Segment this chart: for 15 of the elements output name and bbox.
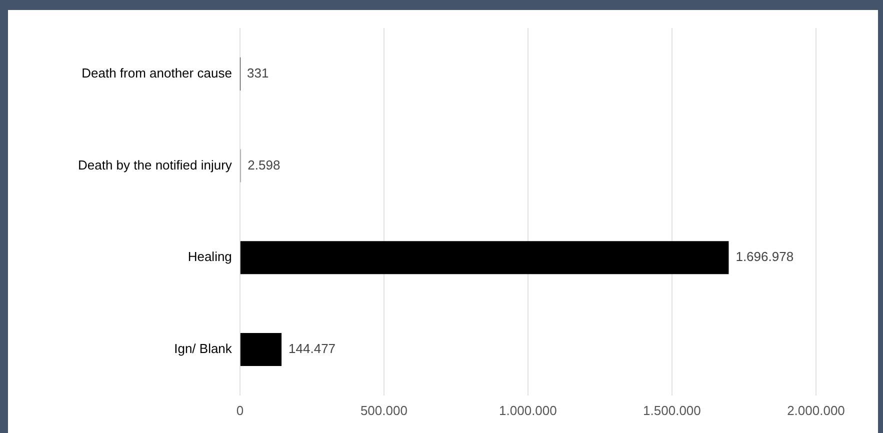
y-tick-label: Death by the notified injury	[78, 157, 232, 172]
x-tick-label: 1.000.000	[499, 402, 557, 418]
data-label: 1.696.978	[736, 249, 794, 264]
bar	[240, 332, 282, 366]
y-tick-label: Death from another cause	[82, 66, 232, 81]
data-label: 331	[247, 66, 269, 81]
data-label: 144.477	[288, 341, 336, 356]
y-tick-label: Ign/ Blank	[174, 341, 232, 356]
data-label: 2.598	[248, 157, 280, 172]
bar	[240, 241, 729, 274]
x-tick-label: 500.000	[360, 402, 408, 418]
y-tick-label: Healing	[188, 249, 232, 264]
x-tick-label: 1.500.000	[643, 402, 701, 418]
x-tick-label: 0	[236, 402, 244, 418]
x-tick-label: 2.000.000	[787, 402, 845, 418]
